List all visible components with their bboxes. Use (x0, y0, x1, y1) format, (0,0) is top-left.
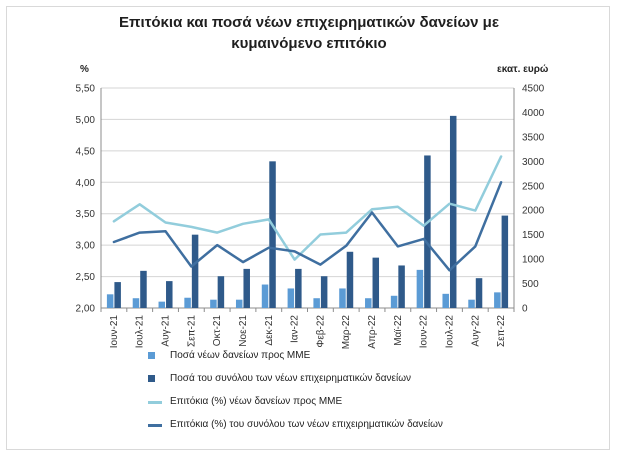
y-right-tick-label: 3000 (522, 157, 545, 168)
legend-swatch-sme-rate (148, 401, 162, 404)
y-right-tick-label: 500 (522, 279, 539, 290)
y-left-tick-label: 2,00 (76, 304, 96, 315)
x-tick-label: Αυγ-22 (470, 315, 481, 347)
bar-sme-amount (339, 288, 346, 308)
bar-total-amount (320, 276, 328, 308)
bar-total-amount (243, 268, 250, 308)
y-right-tick-label: 1500 (522, 230, 545, 241)
bar-total-amount (424, 155, 431, 308)
x-tick-label: Σεπ-22 (496, 315, 507, 347)
bar-sme-amount (158, 301, 166, 308)
y-right-tick-label: 4000 (522, 108, 545, 119)
x-tick-label: Ιουν-22 (419, 315, 430, 349)
chart-title-line-1: Επιτόκια και ποσά νέων επιχειρηματικών δ… (119, 14, 499, 31)
x-tick-label: Ιουλ-22 (444, 315, 455, 349)
y-right-tick-label: 2000 (522, 206, 545, 217)
bar-sme-amount (210, 299, 217, 308)
bar-total-amount (191, 234, 199, 308)
legend-swatch-total-rate (148, 424, 162, 427)
bar-sme-amount (313, 298, 320, 308)
bar-sme-amount (235, 299, 243, 308)
y-right-tick-label: 3500 (522, 132, 545, 143)
x-tick-label: Οκτ-21 (212, 315, 223, 347)
y-left-tick-label: 3,00 (76, 241, 96, 252)
y-left-tick-label: 2,50 (76, 272, 96, 283)
y-right-unit-label: εκατ. ευρώ (497, 64, 549, 75)
bar-sme-amount (494, 292, 501, 308)
x-tick-label: Φεβ-22 (315, 315, 326, 348)
legend-label-total-rate: Επιτόκια (%) του συνόλου των νέων επιχει… (170, 419, 443, 430)
bar-total-amount (140, 270, 147, 308)
x-tick-label: Σεπ-21 (186, 315, 197, 347)
bar-total-amount (114, 282, 121, 308)
bar-sme-amount (261, 284, 269, 308)
x-tick-label: Δεκ-21 (264, 315, 275, 346)
bar-total-amount (295, 268, 302, 308)
x-tick-label: Μαϊ-22 (393, 315, 404, 346)
y-left-tick-label: 5,00 (76, 115, 96, 126)
bar-total-amount (372, 257, 380, 308)
x-tick-label: Απρ-22 (367, 315, 378, 349)
x-tick-label: Ιουν-21 (109, 315, 120, 349)
bar-total-amount (217, 276, 225, 308)
legend-label-sme-amount: Ποσά νέων δανείων προς ΜΜΕ (170, 350, 311, 361)
bar-total-amount (166, 281, 173, 308)
y-left-tick-label: 5,50 (76, 84, 96, 95)
chart-frame (6, 6, 610, 450)
x-tick-label: Αυγ-21 (161, 315, 172, 347)
bar-sme-amount (442, 293, 449, 308)
y-left-unit-label: % (80, 64, 89, 75)
legend-label-total-amount: Ποσά του συνόλου των νέων επιχειρηματικώ… (170, 373, 412, 384)
y-left-tick-label: 4,00 (76, 178, 96, 189)
x-tick-label: Νοε-21 (238, 315, 249, 347)
legend-swatch-total-amount (148, 375, 155, 382)
y-right-tick-label: 4500 (522, 84, 545, 95)
legend-label-sme-rate: Επιτόκια (%) νέων δανείων προς ΜΜΕ (170, 396, 343, 407)
x-tick-label: Ιαν-22 (290, 315, 301, 343)
bar-total-amount (269, 161, 276, 308)
line-total-rate (112, 181, 503, 272)
y-left-tick-label: 4,50 (76, 146, 96, 157)
bar-total-amount (475, 278, 483, 308)
bar-sme-amount (468, 299, 475, 308)
bar-sme-amount (106, 294, 114, 308)
legend-swatch-sme-amount (148, 352, 155, 359)
bar-sme-amount (390, 295, 398, 308)
x-tick-label: Μαρ-22 (341, 315, 352, 350)
line-sme-rate (112, 155, 503, 261)
bar-sme-amount (365, 298, 372, 308)
bar-sme-amount (416, 269, 424, 308)
x-tick-label: Ιουλ-21 (135, 315, 146, 349)
y-right-tick-label: 0 (522, 304, 528, 315)
chart-title-line-2: κυμαινόμενο επιτόκιο (231, 35, 387, 52)
y-right-tick-label: 2500 (522, 181, 545, 192)
bar-total-amount (501, 215, 509, 308)
bar-total-amount (398, 265, 405, 308)
bar-total-amount (346, 251, 354, 308)
bar-sme-amount (184, 297, 191, 308)
bar-sme-amount (287, 288, 295, 308)
bar-sme-amount (132, 298, 140, 308)
y-right-tick-label: 1000 (522, 255, 545, 266)
y-left-tick-label: 3,50 (76, 209, 96, 220)
bar-total-amount (449, 115, 457, 308)
